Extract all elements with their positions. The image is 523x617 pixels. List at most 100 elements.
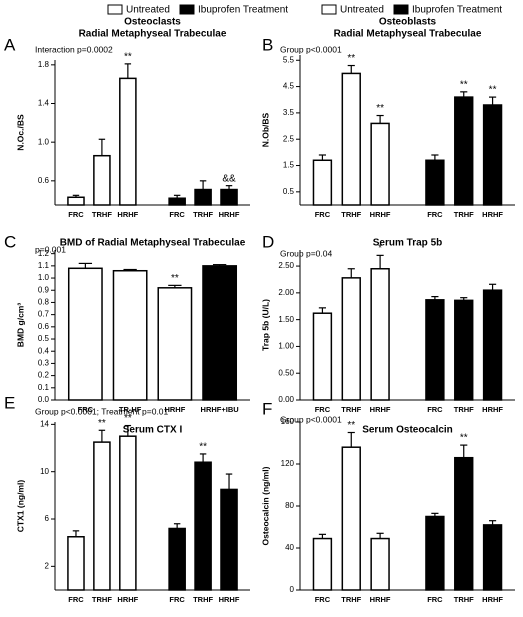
y-tick-label: 1.0 xyxy=(38,137,50,146)
x-tick-label: TRHF xyxy=(454,405,474,414)
significance-label: ** xyxy=(376,103,384,114)
y-tick-label: 0.0 xyxy=(38,395,50,404)
legend-swatch xyxy=(393,4,409,15)
y-axis-label: Osteocalcin (ng/ml) xyxy=(260,466,270,545)
x-tick-label: HRHF xyxy=(482,405,503,414)
bar xyxy=(119,435,137,591)
panel-letter: F xyxy=(262,399,272,418)
bar xyxy=(312,159,333,206)
y-tick-label: 1.0 xyxy=(38,273,50,282)
chart-title: BMD of Radial Metaphyseal Trabeculae xyxy=(60,238,246,249)
y-tick-label: 10 xyxy=(40,467,49,476)
x-tick-label: HRHF xyxy=(164,405,185,414)
x-tick-label: FRC xyxy=(315,210,331,219)
x-tick-label: TRHF xyxy=(341,595,361,604)
chart-title: Serum Osteocalcin xyxy=(362,425,453,436)
y-tick-label: 6 xyxy=(45,514,50,523)
x-tick-label: FRC xyxy=(169,595,185,604)
y-tick-label: 0.7 xyxy=(38,310,50,319)
bar xyxy=(67,267,103,401)
significance-label: ** xyxy=(199,442,207,453)
x-tick-label: TRHF xyxy=(193,210,213,219)
x-tick-label: HRHF+IBU xyxy=(201,405,239,414)
significance-label: ** xyxy=(171,273,179,284)
x-tick-label: FRC xyxy=(427,595,443,604)
y-tick-label: 0.6 xyxy=(38,176,50,185)
y-tick-label: 2.50 xyxy=(278,261,294,270)
panel-letter: A xyxy=(4,35,16,54)
x-tick-label: FRC xyxy=(427,210,443,219)
y-tick-label: 14 xyxy=(40,419,49,428)
y-tick-label: 0 xyxy=(290,585,295,594)
panel-letter: C xyxy=(4,232,16,251)
bar xyxy=(454,299,474,401)
x-tick-label: FRC xyxy=(315,595,331,604)
y-tick-label: 0.9 xyxy=(38,285,50,294)
bar xyxy=(93,154,111,206)
annotation: Interaction p=0.0002 xyxy=(35,44,113,54)
y-tick-label: 1.8 xyxy=(38,60,50,69)
bar xyxy=(202,265,238,401)
significance-label: ** xyxy=(124,52,132,63)
x-tick-label: HRHF xyxy=(482,210,503,219)
x-tick-label: HRHF xyxy=(370,210,391,219)
y-tick-label: 0.5 xyxy=(38,334,50,343)
bar xyxy=(194,188,212,206)
x-tick-label: TRHF xyxy=(454,210,474,219)
significance-label: ** xyxy=(347,53,355,64)
x-tick-label: TRHF xyxy=(92,595,112,604)
bar xyxy=(220,488,238,591)
y-tick-label: 1.1 xyxy=(38,261,50,270)
x-tick-label: TRHF xyxy=(454,595,474,604)
bar xyxy=(370,122,390,206)
legend-swatch xyxy=(107,4,123,15)
y-axis-label: CTX1 (ng/ml) xyxy=(15,480,25,533)
x-tick-label: FRC xyxy=(78,405,94,414)
bar xyxy=(482,289,503,401)
y-tick-label: 0.4 xyxy=(38,346,50,355)
x-tick-label: TRHF xyxy=(341,210,361,219)
x-tick-label: HRHF xyxy=(370,405,391,414)
bar xyxy=(370,268,390,401)
bar xyxy=(220,188,238,206)
bar xyxy=(341,277,361,401)
significance-label: ** xyxy=(460,433,468,444)
y-tick-label: 4.5 xyxy=(283,82,295,91)
annotation: p=0.001 xyxy=(35,244,66,254)
legend-label: Untreated xyxy=(340,5,384,16)
annotation: Group p<0.0001; Treatment p=0.01 xyxy=(35,406,169,416)
chart-title: Osteoblasts xyxy=(379,17,437,28)
bar xyxy=(93,441,111,591)
bar xyxy=(425,159,445,206)
bar xyxy=(112,269,148,401)
x-tick-label: HRHF xyxy=(117,210,138,219)
bar xyxy=(67,536,85,591)
y-tick-label: 40 xyxy=(285,543,294,552)
significance-label: ** xyxy=(347,420,355,431)
legend-label: Ibuprofen Treatment xyxy=(198,5,288,16)
annotation: Group p<0.0001 xyxy=(280,44,342,54)
y-tick-label: 0.3 xyxy=(38,359,50,368)
y-tick-label: 160 xyxy=(281,417,295,426)
x-tick-label: HRHF xyxy=(482,595,503,604)
chart-subtitle: Radial Metaphyseal Trabeculae xyxy=(79,29,227,40)
y-tick-label: 1.50 xyxy=(278,315,294,324)
legend-swatch xyxy=(179,4,195,15)
y-tick-label: 120 xyxy=(281,459,295,468)
y-tick-label: 1.00 xyxy=(278,342,294,351)
x-tick-label: HRHF xyxy=(117,595,138,604)
x-tick-label: FRC xyxy=(427,405,443,414)
y-tick-label: 0.8 xyxy=(38,298,50,307)
y-axis-label: N.Oc./BS xyxy=(15,114,25,151)
chart-title: Osteoclasts xyxy=(124,17,181,28)
bar xyxy=(194,461,212,591)
x-tick-label: HRHF xyxy=(370,595,391,604)
chart-subtitle: Radial Metaphyseal Trabeculae xyxy=(334,29,482,40)
bar xyxy=(370,537,390,591)
bar xyxy=(425,515,445,591)
y-tick-label: 0.00 xyxy=(278,395,294,404)
y-tick-label: 0.2 xyxy=(38,371,50,380)
x-tick-label: HRHF xyxy=(219,595,240,604)
significance-label: ** xyxy=(460,79,468,90)
